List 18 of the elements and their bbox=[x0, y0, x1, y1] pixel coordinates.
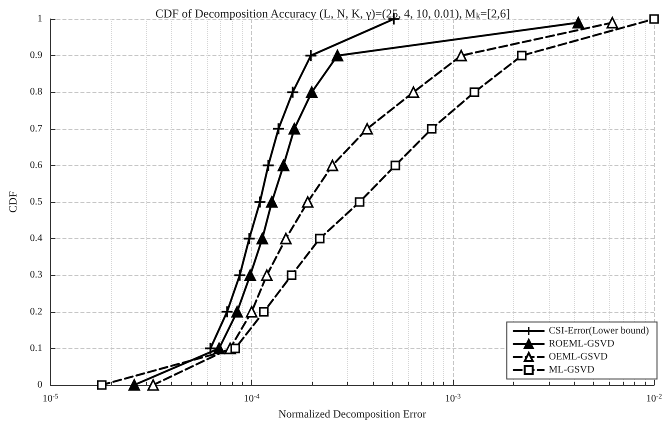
y-tick-label: 0.3 bbox=[30, 270, 42, 281]
chart-title: CDF of Decomposition Accuracy (L, N, K, γ)=(25, 4, 10, 0.01), Mk=[2,6] bbox=[155, 6, 510, 20]
y-tick-label: 1 bbox=[37, 14, 42, 24]
y-axis-title: CDF bbox=[8, 191, 20, 213]
legend-label: CSI-Error(Lower bound) bbox=[548, 326, 649, 336]
legend-label: ML-GSVD bbox=[548, 364, 594, 376]
legend-label: OEML-GSVD bbox=[548, 352, 608, 362]
y-tick-label: 0.4 bbox=[30, 233, 42, 244]
y-tick-label: 0.2 bbox=[30, 306, 42, 318]
x-axis-title: Normalized Decomposition Error bbox=[278, 408, 426, 420]
y-tick-label: 0.5 bbox=[30, 196, 42, 208]
y-tick-label: 0.1 bbox=[30, 342, 42, 354]
y-tick-label: 0.8 bbox=[30, 86, 42, 98]
y-tick-label: 0.9 bbox=[30, 50, 42, 62]
y-tick-label: 0.6 bbox=[30, 160, 42, 171]
y-tick-label: 0.7 bbox=[30, 123, 42, 134]
y-tick-label: 0 bbox=[37, 380, 42, 390]
legend-label: ROEML-GSVD bbox=[548, 338, 614, 350]
